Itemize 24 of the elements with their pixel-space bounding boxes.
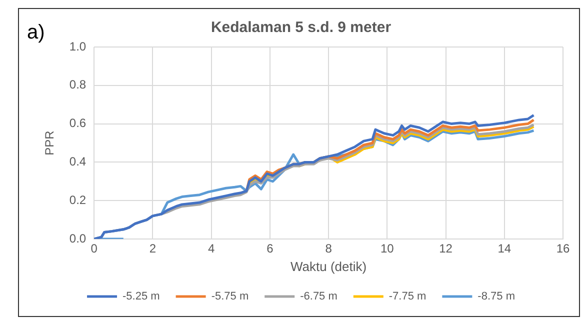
y-tick-label: 0.4 bbox=[69, 154, 86, 169]
legend-label: -8.75 m bbox=[478, 290, 515, 303]
x-tick-label: 16 bbox=[556, 242, 570, 256]
legend-label: -5.25 m bbox=[122, 290, 160, 303]
y-tick-label: 0.8 bbox=[69, 78, 86, 92]
x-tick-label: 10 bbox=[380, 242, 394, 256]
x-tick-label: 2 bbox=[149, 242, 156, 256]
legend-label: -5.75 m bbox=[211, 290, 249, 303]
x-tick-label: 4 bbox=[208, 242, 215, 256]
y-tick-label: 1.0 bbox=[69, 39, 86, 54]
x-tick-label: 14 bbox=[498, 242, 512, 256]
x-tick-label: 8 bbox=[325, 242, 332, 256]
x-tick-label: 6 bbox=[266, 242, 274, 256]
y-tick-label: 0.0 bbox=[69, 231, 86, 246]
x-tick-label: 0 bbox=[90, 242, 98, 256]
y-axis-title: PPR bbox=[42, 130, 57, 156]
x-axis-title: Waktu (detik) bbox=[290, 258, 367, 274]
legend-label: -6.75 m bbox=[300, 290, 338, 303]
y-tick-label: 0.2 bbox=[69, 192, 86, 207]
chart-title: Kedalaman 5 s.d. 9 meter bbox=[210, 19, 392, 36]
y-tick-label: 0.6 bbox=[69, 116, 86, 130]
legend-label: -7.75 m bbox=[388, 290, 426, 303]
x-tick-label: 12 bbox=[439, 242, 453, 256]
text: a) bbox=[27, 22, 45, 44]
